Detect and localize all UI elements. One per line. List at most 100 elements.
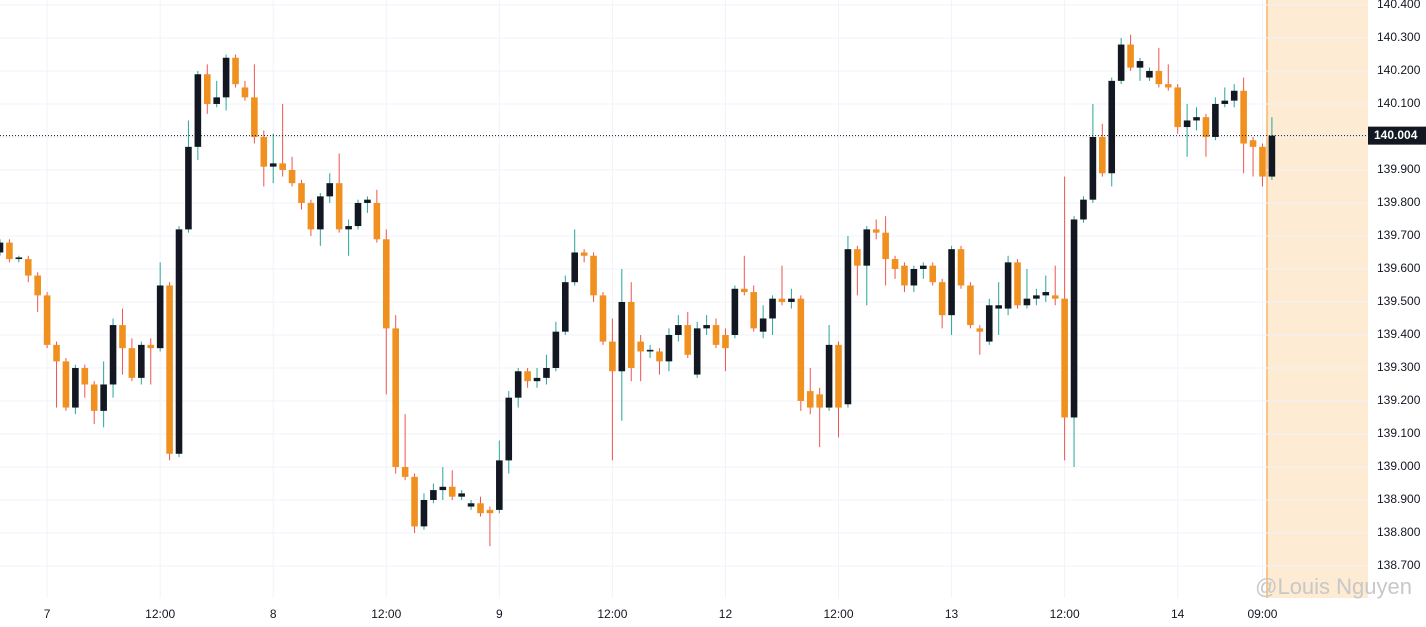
y-tick-label: 139.100 (1377, 426, 1421, 440)
candle-body (646, 349, 654, 352)
candle-body (109, 325, 117, 385)
candle-body (656, 351, 663, 362)
candle-body (147, 344, 155, 349)
candle-body (1268, 135, 1276, 177)
candle-body (1117, 44, 1125, 81)
candle-body (1061, 298, 1068, 418)
candle-body (335, 183, 343, 230)
candle-body (1164, 84, 1172, 88)
y-tick-label: 138.900 (1377, 492, 1421, 506)
candle-body (166, 285, 173, 454)
candle-body (882, 232, 889, 260)
candle-body (712, 325, 720, 345)
candle-body (627, 301, 635, 368)
candle-body (561, 282, 569, 332)
candle-body (741, 288, 748, 293)
x-tick-label: 13 (945, 607, 959, 621)
candle-body (778, 298, 786, 302)
candle-body (128, 348, 136, 378)
candle-body (1099, 136, 1106, 174)
candle-body (910, 268, 918, 286)
candle-body (1042, 292, 1050, 296)
candle-body (496, 460, 503, 510)
x-tick-label: 12:00 (371, 607, 401, 621)
candle-body (816, 394, 823, 408)
y-tick-label: 139.000 (1377, 459, 1421, 473)
y-tick-label: 139.500 (1377, 294, 1421, 308)
candle-body (618, 301, 626, 372)
candle-body (194, 74, 202, 147)
x-tick-label: 09:00 (1247, 607, 1277, 621)
candle-body (1051, 295, 1059, 299)
candles (0, 34, 1368, 547)
candle-body (15, 257, 23, 260)
candle-body (731, 288, 739, 335)
candle-body (1230, 90, 1238, 101)
candle-body (750, 292, 758, 329)
candle-body (675, 325, 682, 335)
candle-body (24, 259, 32, 276)
y-tick-label: 138.700 (1377, 558, 1421, 572)
candle-body (976, 328, 984, 332)
candle-body (90, 384, 98, 411)
candle-body (854, 249, 861, 266)
candle-body (1014, 262, 1021, 306)
candle-body (1193, 117, 1200, 121)
candle-body (693, 328, 701, 375)
candle-body (552, 331, 560, 368)
last-price-label: 140.004 (1374, 128, 1418, 142)
y-tick-label: 139.200 (1377, 393, 1421, 407)
candle-body (1033, 295, 1040, 299)
candle-body (260, 136, 268, 167)
candle-body (72, 367, 79, 408)
candle-body (100, 384, 107, 411)
candle-body (364, 199, 371, 203)
candle-body (1089, 136, 1097, 200)
candle-body (938, 282, 946, 316)
candle-body (1249, 140, 1257, 147)
candle-body (420, 499, 428, 527)
y-tick-label: 140.400 (1377, 0, 1421, 11)
candle-body (326, 183, 334, 197)
candle-body (1004, 262, 1012, 309)
candle-body (524, 371, 531, 382)
x-tick-label: 12:00 (1050, 607, 1080, 621)
candle-body (279, 163, 286, 170)
candle-body (203, 74, 211, 104)
candle-body (1221, 100, 1229, 104)
candle-body (957, 249, 965, 286)
candle-body (533, 377, 541, 382)
candle-body (797, 298, 805, 401)
candle-body (1183, 120, 1191, 128)
x-tick-label: 9 (496, 607, 503, 621)
x-tick-label: 12:00 (823, 607, 853, 621)
candle-body (599, 295, 607, 342)
x-tick-label: 14 (1171, 607, 1185, 621)
x-tick-label: 12:00 (145, 607, 175, 621)
candle-body (81, 367, 89, 385)
candle-body (458, 493, 465, 497)
candle-body (185, 146, 192, 230)
candle-body (1259, 146, 1266, 177)
candle-body (665, 334, 673, 362)
candle-body (637, 341, 644, 352)
candle-body (138, 344, 145, 378)
candle-body (609, 341, 616, 372)
candle-body (1240, 90, 1247, 144)
candle-body (920, 265, 927, 269)
candle-body (0, 242, 4, 253)
candle-body (241, 87, 249, 98)
grid (0, 0, 1368, 598)
candle-body (703, 325, 710, 329)
candle-body (213, 97, 220, 104)
candle-body (1080, 199, 1087, 220)
candle-body (1023, 298, 1031, 306)
y-tick-label: 139.400 (1377, 327, 1421, 341)
candle-body (872, 229, 880, 233)
candle-body (411, 476, 418, 527)
candle-body (467, 503, 475, 507)
x-tick-label: 7 (44, 607, 51, 621)
candle-body (505, 397, 513, 461)
candle-body (891, 259, 899, 269)
